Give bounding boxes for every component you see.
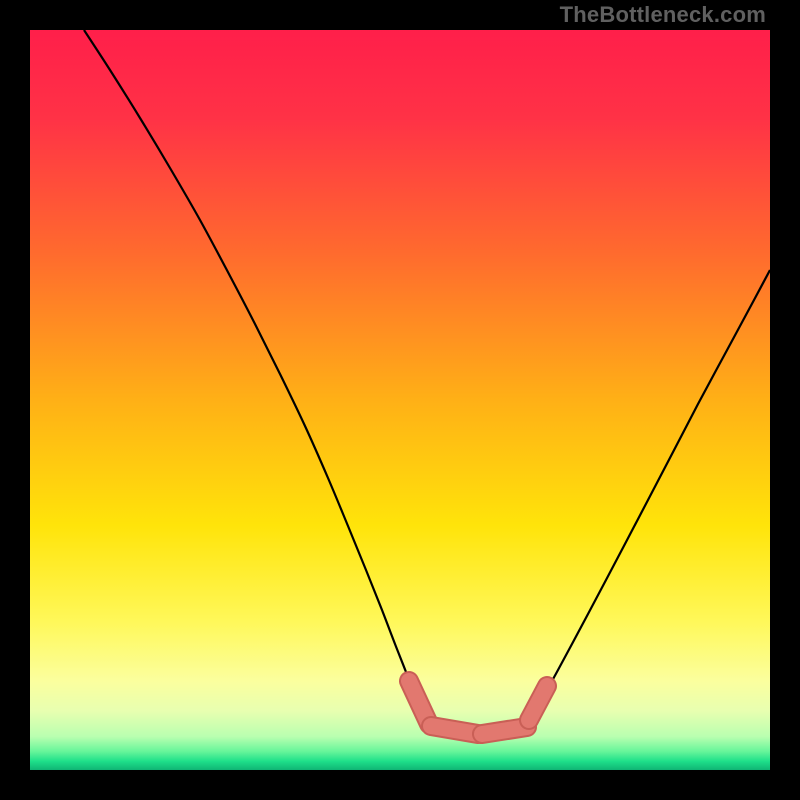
curve-layer — [30, 30, 770, 770]
marker-group — [397, 669, 559, 744]
plot-area — [30, 30, 770, 770]
right-curve — [528, 270, 770, 724]
chart-frame: TheBottleneck.com — [0, 0, 800, 800]
left-curve — [84, 30, 425, 724]
watermark-text: TheBottleneck.com — [560, 2, 766, 28]
marker-capsule — [517, 674, 559, 732]
v-curve — [84, 30, 770, 737]
